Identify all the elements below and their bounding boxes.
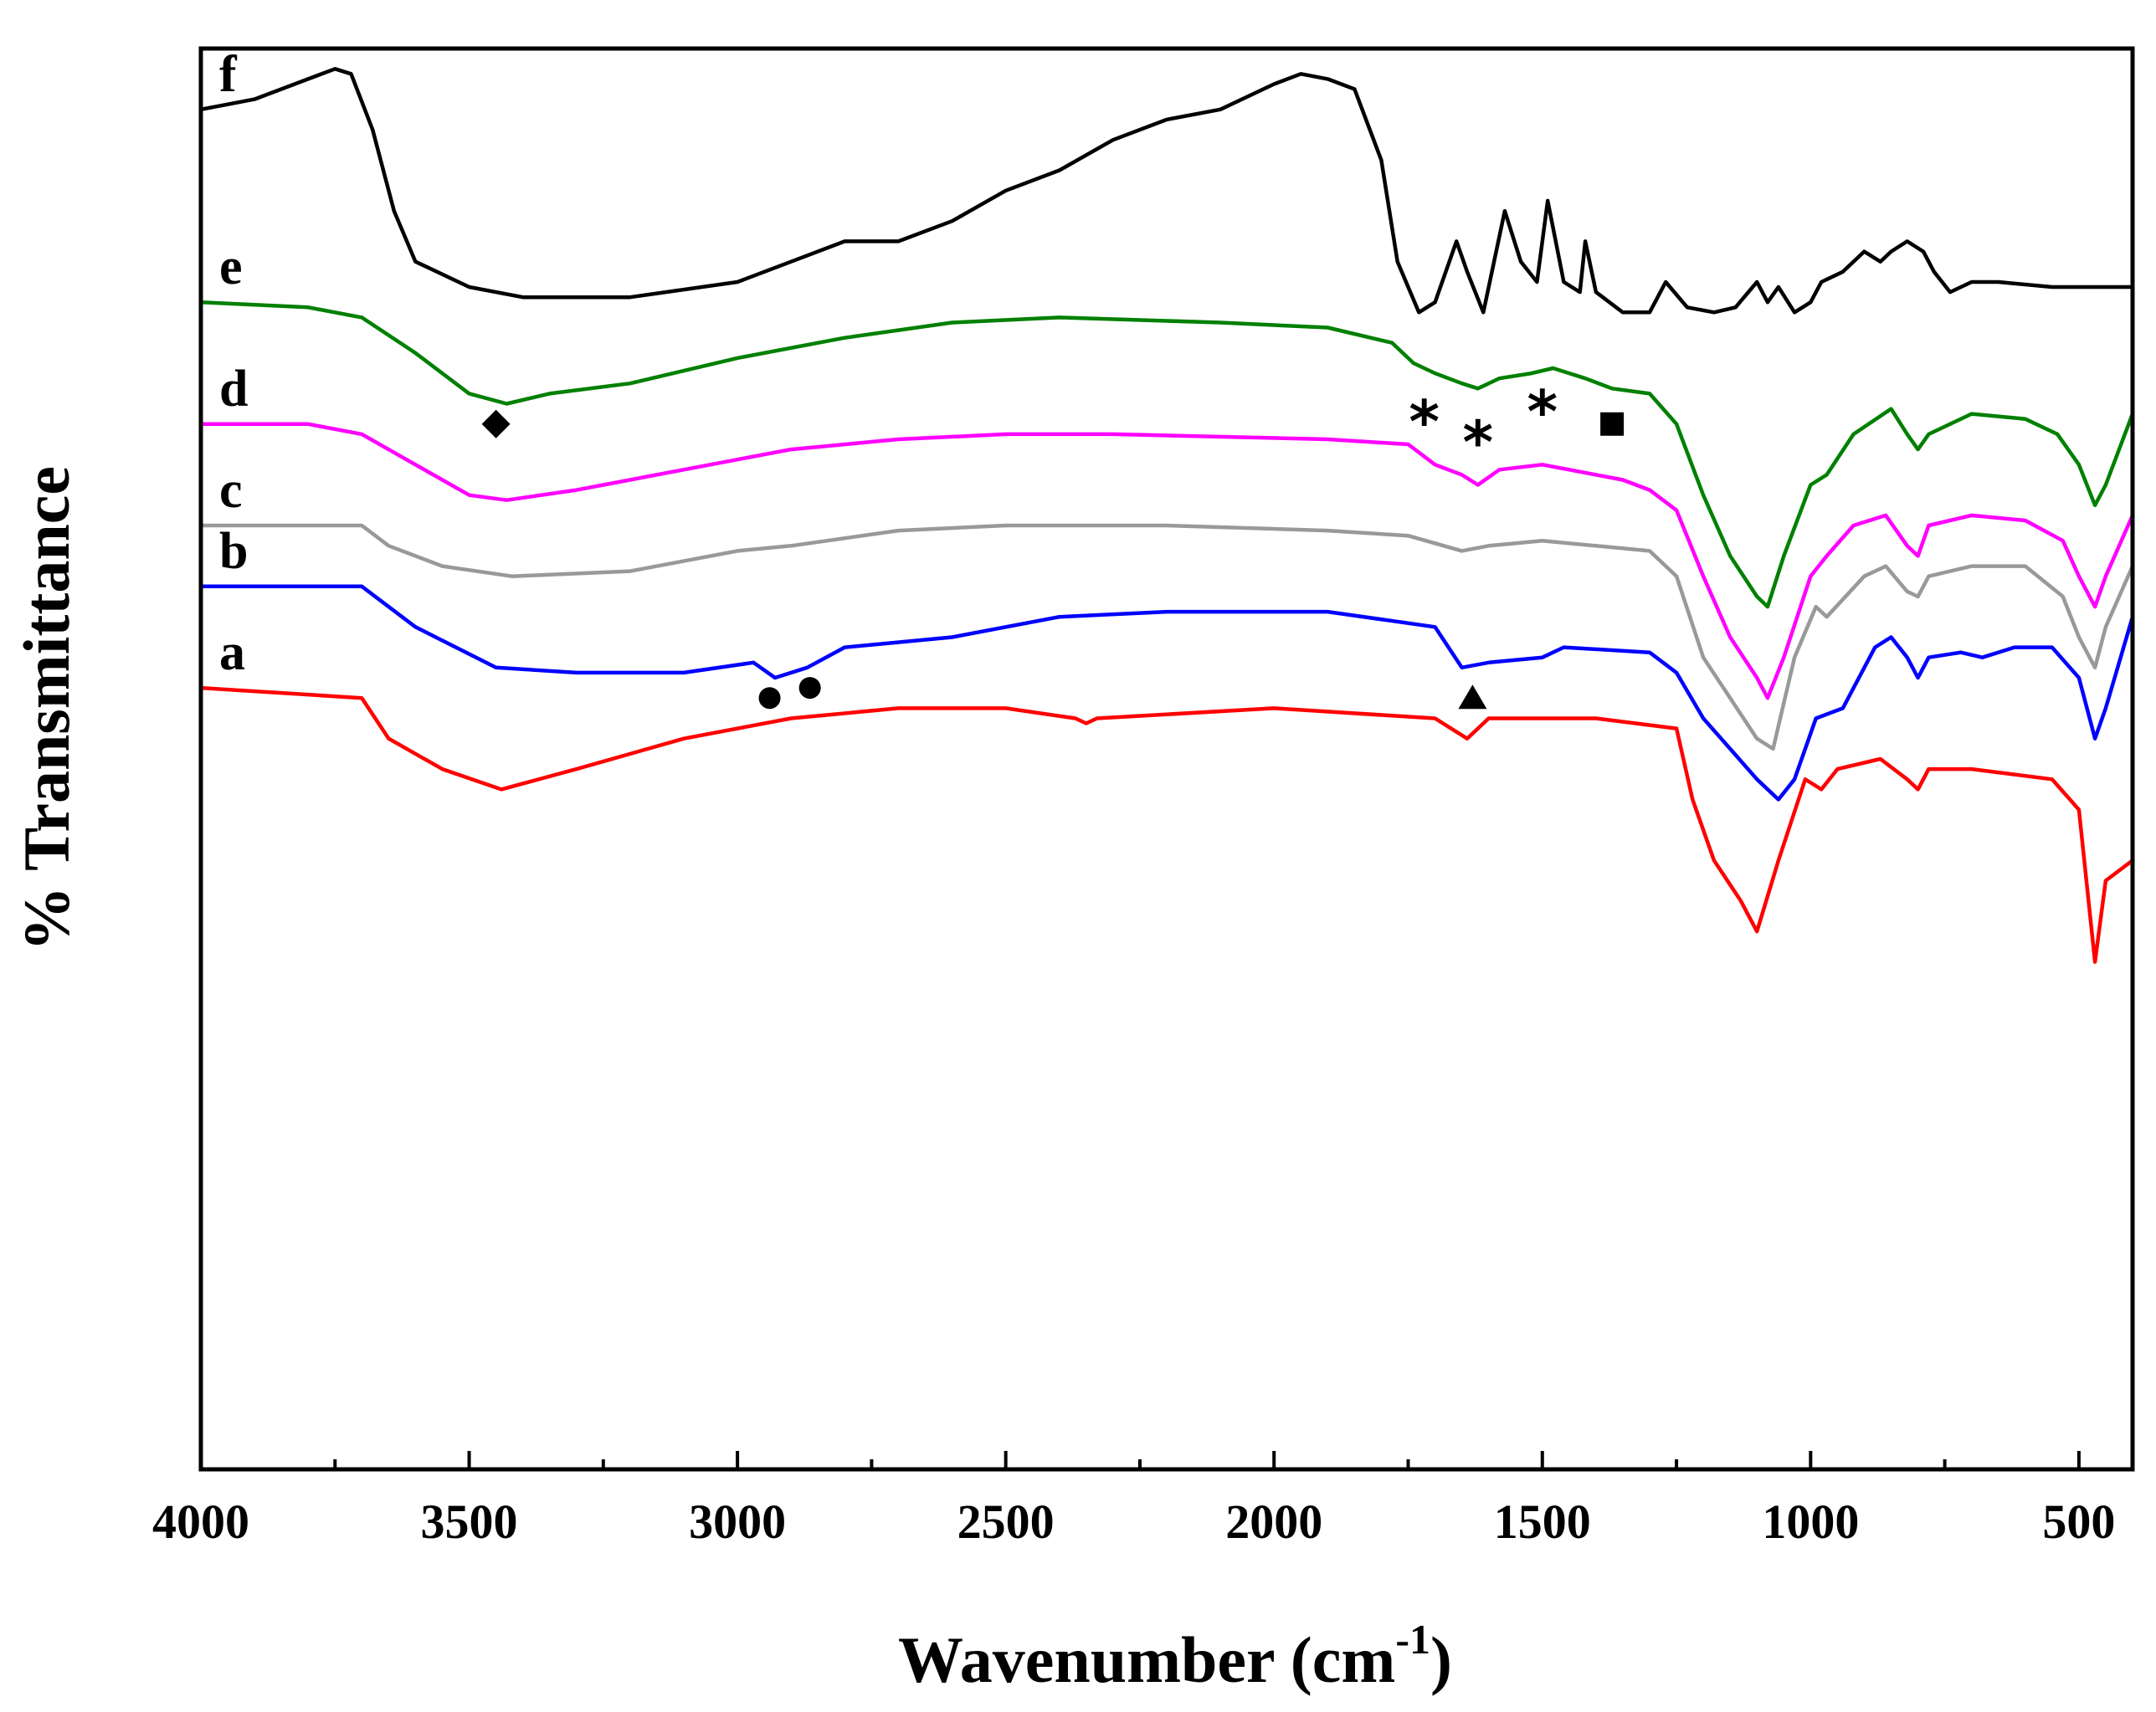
curve-label-d: d — [219, 361, 248, 418]
x-tick-label: 4000 — [152, 1494, 249, 1549]
x-axis-title-superscript: -1 — [1395, 1616, 1430, 1663]
annotation-circle-marker — [758, 687, 781, 710]
annotation-diamond-marker — [481, 409, 511, 438]
annotation-star-marker: * — [1527, 378, 1558, 447]
x-tick-label: 1500 — [1494, 1494, 1591, 1549]
annotation-triangle-marker — [1458, 684, 1487, 710]
annotation-circle-marker — [798, 677, 821, 700]
y-axis-title: % Transmittance — [10, 466, 83, 951]
x-axis-ticks: 4000 3500 3000 2500 2000 1500 1000 500 — [152, 1451, 2115, 1549]
series-layer — [200, 67, 2135, 964]
curve-label-f: f — [219, 46, 238, 103]
x-tick-label: 3000 — [689, 1494, 786, 1549]
x-axis-title: Wavenumber (cm-1) — [898, 1616, 1452, 1696]
x-tick-label: 3500 — [421, 1494, 518, 1549]
x-axis-title-main: Wavenumber (cm — [898, 1623, 1395, 1696]
x-tick-label: 2000 — [1225, 1494, 1322, 1549]
series-c-line — [201, 523, 2135, 751]
x-tick-label: 1000 — [1762, 1494, 1859, 1549]
annotation-star-marker: * — [1463, 408, 1494, 477]
series-b-line — [201, 584, 2135, 802]
series-f-line — [200, 67, 2133, 315]
x-axis-title-close: ) — [1430, 1623, 1452, 1696]
annotation-square-marker — [1600, 412, 1625, 436]
series-e-line — [200, 300, 2135, 609]
x-tick-label: 500 — [2042, 1494, 2115, 1549]
plot-frame — [198, 46, 2135, 1472]
curve-label-a: a — [219, 624, 245, 681]
series-d-line — [201, 422, 2135, 700]
annotation-star-marker: * — [1409, 388, 1440, 457]
curve-label-c: c — [219, 462, 243, 519]
series-a-line — [200, 685, 2134, 964]
annotation-layer: * * * — [481, 378, 1625, 710]
curve-label-b: b — [219, 523, 248, 580]
x-tick-label: 2500 — [957, 1494, 1055, 1549]
curve-label-e: e — [219, 238, 243, 295]
